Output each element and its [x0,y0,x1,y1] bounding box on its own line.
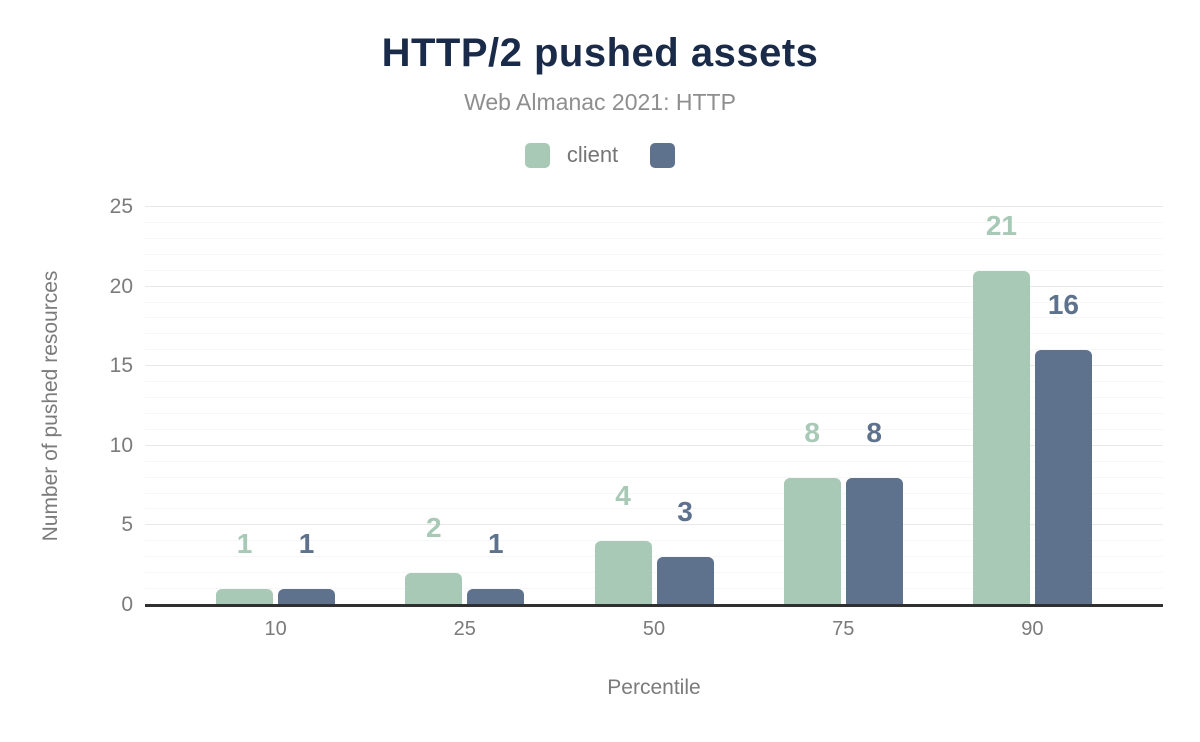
bars-row: 1 1 2 1 4 3 8 8 21 16 [145,207,1163,605]
legend-item [650,142,676,168]
bar [467,589,525,605]
bar-column: 21 [972,207,1030,605]
bar-column: 2 [405,207,463,605]
x-axis-title: Percentile [607,676,701,699]
gridline [145,317,1163,319]
bar-value-label: 3 [677,496,693,528]
gridline [145,397,1163,399]
bar-column: 8 [783,207,841,605]
y-tick-label: 15 [109,354,133,378]
bar-column: 1 [216,207,274,605]
bar-value-label: 21 [985,209,1017,241]
bar-value-label: 1 [236,528,253,560]
y-tick-label: 25 [109,195,133,218]
x-tick-label: 75 [832,618,855,640]
gridline [145,365,1163,367]
chart-subtitle: Web Almanac 2021: HTTP [464,89,736,115]
plot-area: 1 1 2 1 4 3 8 8 21 16 0 5 10 15 20 25 [110,195,1163,616]
y-tick-label: 5 [121,513,133,537]
gridline [145,428,1163,430]
gridline [145,349,1163,351]
bar [1034,350,1092,605]
bar-group: 21 16 [938,207,1127,605]
bar-value-label: 16 [1047,289,1079,321]
y-tick-label: 10 [109,433,133,457]
legend-swatch [524,142,550,168]
y-tick-label: 20 [109,274,133,298]
bar [405,573,463,605]
gridline [145,269,1163,271]
gridline [145,333,1163,335]
gridline [145,285,1163,287]
y-axis-title: Number of pushed resources [39,270,62,542]
gridline [145,221,1163,223]
bar [278,589,336,605]
gridline [145,540,1163,542]
gridline [145,301,1163,303]
legend-swatch [650,142,676,168]
bar [656,557,714,605]
bar [783,477,841,605]
gridline [145,206,1163,207]
gridline [145,237,1163,239]
bar-value-label: 1 [298,528,315,560]
x-tick-label: 10 [264,618,287,640]
gridline [145,556,1163,558]
bar [594,541,652,605]
x-tick-label: 50 [642,618,666,640]
chart-title: HTTP/2 pushed assets [381,31,819,75]
x-axis-line [145,604,1163,607]
y-tick-label: 0 [121,593,133,616]
legend-item: client [524,142,619,168]
gridline [145,492,1163,494]
bar-column: 8 [845,207,903,605]
bar-column: 1 [278,207,336,605]
gridline [145,253,1163,255]
gridline [145,460,1163,462]
bar-column: 4 [594,207,652,605]
bar-column: 1 [467,207,525,605]
bar-column: 16 [1034,207,1092,605]
gridline [145,476,1163,478]
gridline [145,412,1163,414]
x-tick-label: 25 [453,618,476,640]
gridline [145,524,1163,526]
bar [216,589,274,605]
bar-column: 3 [656,207,714,605]
gridline [145,588,1163,590]
bar-value-label: 1 [488,528,504,560]
bar-value-label: 8 [866,416,882,448]
bar-value-label: 2 [426,512,442,544]
gridline [145,381,1163,383]
bar-value-label: 4 [615,480,631,512]
legend-label: client [566,142,619,167]
bar [845,477,903,605]
legend: client [0,142,1200,168]
x-axis-ticks: 10 25 50 75 90 [145,618,1163,641]
bar [972,270,1030,605]
x-tick-label: 90 [1021,618,1044,640]
gridline [145,572,1163,574]
gridline [145,508,1163,510]
gridline [145,444,1163,446]
bar-value-label: 8 [804,416,820,448]
